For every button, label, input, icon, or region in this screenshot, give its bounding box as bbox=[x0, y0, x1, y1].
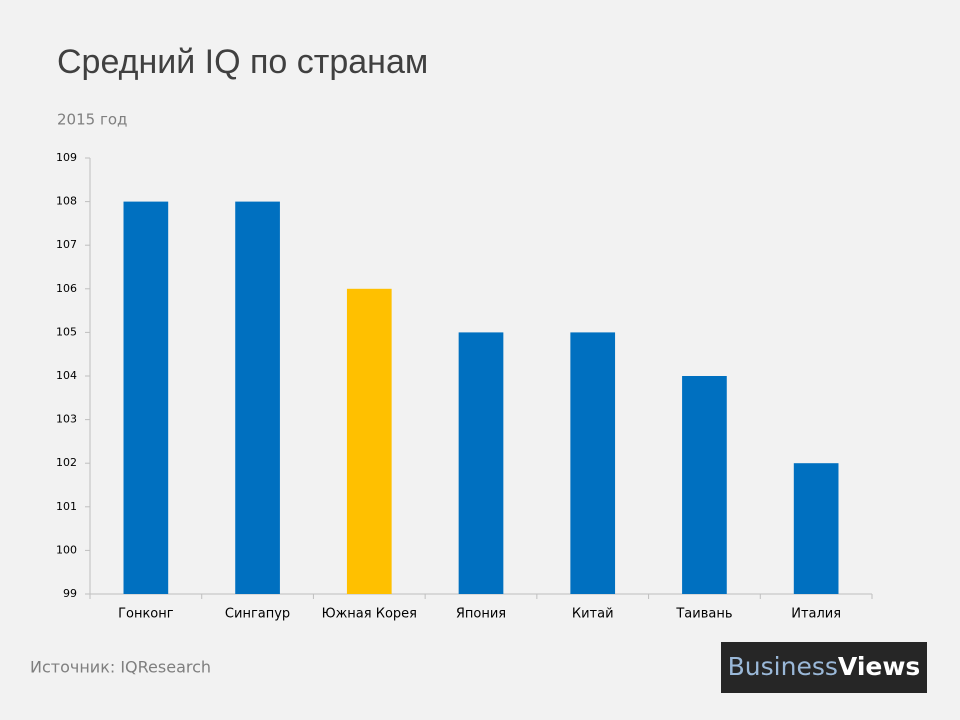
chart-subtitle: 2015 год bbox=[57, 111, 127, 129]
chart-title: Средний IQ по странам bbox=[57, 43, 428, 81]
y-tick-label: 108 bbox=[56, 195, 77, 208]
source: Источник: IQResearch bbox=[30, 658, 211, 677]
bar bbox=[346, 288, 392, 594]
bar bbox=[793, 463, 839, 594]
bar bbox=[458, 332, 504, 594]
y-tick-label: 101 bbox=[56, 500, 77, 513]
x-tick-label: Таивань bbox=[675, 607, 732, 622]
x-tick-label: Гонконг bbox=[118, 607, 174, 622]
logo-box bbox=[721, 642, 927, 693]
x-tick-label: Сингапур bbox=[225, 607, 290, 622]
y-tick-label: 106 bbox=[56, 282, 77, 295]
x-tick-label: Южная Корея bbox=[322, 607, 417, 622]
x-tick-label: Италия bbox=[791, 607, 841, 622]
logo: BusinessViews bbox=[728, 652, 921, 681]
bar bbox=[235, 201, 280, 594]
x-tick-label: Япония bbox=[456, 607, 506, 622]
y-tick-label: 102 bbox=[56, 456, 77, 469]
x-tick-label: Китай bbox=[572, 607, 614, 622]
y-tick-label: 107 bbox=[56, 238, 77, 251]
logo-first: Business bbox=[728, 652, 838, 681]
logo-second: Views bbox=[838, 652, 920, 681]
y-tick-label: 104 bbox=[56, 369, 77, 382]
bar bbox=[123, 201, 169, 594]
y-tick-label: 109 bbox=[56, 151, 77, 164]
y-tick-label: 99 bbox=[63, 587, 77, 600]
y-tick-label: 103 bbox=[56, 413, 77, 426]
y-tick-label: 105 bbox=[56, 325, 77, 338]
y-tick-label: 100 bbox=[56, 543, 77, 556]
bar bbox=[682, 376, 727, 594]
bar bbox=[570, 332, 616, 594]
